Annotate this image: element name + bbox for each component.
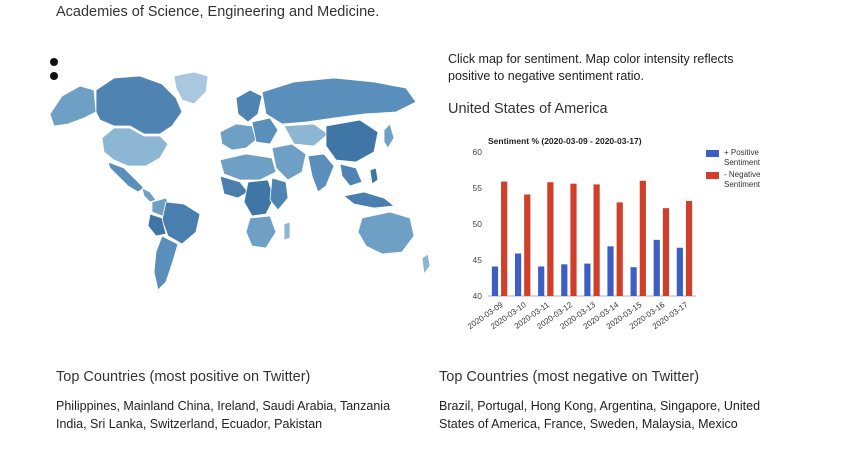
map-region-north-africa [219, 153, 277, 181]
negative-bar [639, 180, 646, 296]
map-region-middle-east [271, 143, 307, 181]
map-zoom-controls [50, 58, 60, 86]
y-tick-label: 45 [473, 255, 483, 265]
legend-label: + Positive [724, 148, 759, 157]
positive-bar [491, 266, 499, 296]
negative-bar [616, 202, 623, 296]
map-region-argentina [153, 235, 179, 291]
map-region-central-asia [283, 123, 329, 147]
map-region-central-africa [243, 179, 275, 217]
y-tick-label: 40 [473, 291, 483, 301]
chart-title: Sentiment % (2020-03-09 - 2020-03-17) [488, 136, 642, 146]
selected-country-title: United States of America [448, 101, 608, 117]
negative-countries-title: Top Countries (most negative on Twitter) [439, 369, 700, 385]
positive-bar [538, 266, 545, 296]
negative-bar [501, 181, 508, 296]
y-tick-label: 60 [473, 147, 483, 157]
positive-countries-title: Top Countries (most positive on Twitter) [56, 369, 311, 385]
positive-bar [653, 239, 660, 296]
map-region-europe-east [251, 117, 279, 145]
map-region-europe-west [219, 123, 257, 151]
map-region-madagascar [283, 221, 291, 241]
world-map[interactable] [44, 68, 440, 300]
map-instructions: Click map for sentiment. Map color inten… [448, 52, 734, 83]
map-region-southeast-asia [339, 163, 363, 187]
map-region-west-africa [219, 175, 249, 199]
positive-bar [561, 264, 568, 296]
map-region-south-africa [245, 215, 277, 249]
map-region-russia [261, 77, 417, 125]
map-region-usa [101, 127, 169, 167]
negative-bar [593, 184, 600, 296]
sentiment-chart: Sentiment % (2020-03-09 - 2020-03-17) 60 5… [448, 130, 778, 340]
positive-bar [584, 263, 591, 296]
positive-bar [630, 267, 637, 296]
positive-bar [676, 247, 683, 296]
zoom-in-icon[interactable] [50, 58, 58, 66]
map-region-alaska [49, 85, 97, 127]
negative-bar [547, 182, 554, 296]
map-region-east-africa [269, 177, 289, 211]
map-region-philippines [369, 167, 379, 185]
map-region-canada [95, 75, 183, 135]
zoom-out-icon[interactable] [50, 72, 58, 80]
negative-countries-list: Brazil, Portugal, Hong Kong, Argentina, … [439, 399, 761, 431]
legend-swatch [706, 150, 719, 157]
y-tick-label: 55 [473, 183, 483, 193]
negative-bar [524, 194, 531, 296]
map-region-peru [147, 213, 167, 237]
map-region-australia [357, 211, 415, 255]
map-region-japan [383, 123, 395, 149]
map-region-central-america [141, 187, 157, 203]
negative-bar [570, 183, 577, 296]
map-region-new-zealand [421, 253, 431, 275]
map-region-greenland [173, 71, 209, 105]
legend-label: - Negative [724, 170, 761, 179]
map-region-scandinavia [235, 89, 263, 123]
legend-swatch [706, 172, 719, 179]
negative-bar [685, 200, 693, 296]
positive-bar [607, 246, 614, 296]
positive-bar [514, 253, 522, 296]
map-region-india [307, 153, 335, 193]
legend-label: Sentiment [724, 158, 761, 167]
map-region-brazil [161, 201, 201, 245]
negative-bar [662, 208, 670, 296]
map-region-mexico [107, 161, 145, 193]
map-region-indonesia [343, 191, 395, 209]
map-region-china [325, 119, 379, 163]
positive-countries-list: Philippines, Mainland China, Ireland, Sa… [56, 399, 391, 431]
header-text: Academies of Science, Engineering and Me… [56, 4, 380, 20]
y-tick-label: 50 [473, 219, 483, 229]
legend-label: Sentiment [724, 180, 761, 189]
